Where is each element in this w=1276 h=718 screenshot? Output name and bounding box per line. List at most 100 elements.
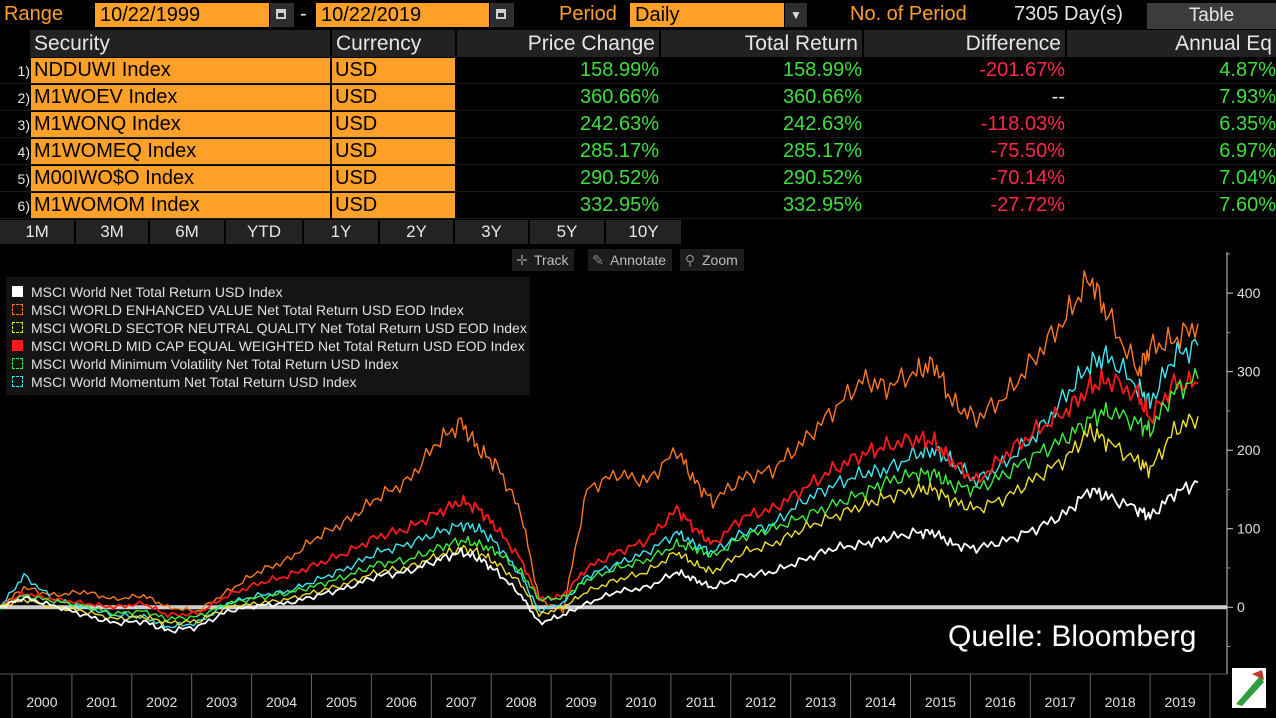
legend-label: MSCI World Momentum Net Total Return USD… [31, 374, 357, 390]
period-button-10y[interactable]: 10Y [606, 220, 681, 244]
difference-cell: -- [1051, 86, 1065, 108]
periods-count-label: No. of Period [850, 3, 967, 25]
x-tick-label: 2004 [266, 694, 297, 710]
table-button[interactable]: Table [1147, 3, 1276, 29]
legend-label: MSCI WORLD SECTOR NEUTRAL QUALITY Net To… [31, 320, 527, 336]
period-button-ytd[interactable]: YTD [226, 220, 302, 244]
currency-cell: USD [332, 112, 455, 137]
x-tick-label: 2016 [985, 694, 1016, 710]
column-header-currency[interactable]: Currency [332, 30, 455, 57]
period-button-2y[interactable]: 2Y [380, 220, 453, 244]
total-return-cell: 360.66% [783, 86, 862, 108]
end-date-input[interactable]: 10/22/2019 [316, 3, 489, 27]
column-header-security[interactable]: Security [30, 30, 330, 57]
x-tick-label: 2007 [446, 694, 477, 710]
annotate-label: Annotate [610, 252, 667, 268]
difference-cell: -27.72% [990, 194, 1066, 216]
total-return-cell: 285.17% [783, 140, 862, 162]
column-header-price-change[interactable]: Price Change [457, 30, 659, 57]
periods-count-value: 7305 Day(s) [1014, 3, 1123, 25]
price-change-cell: 158.99% [580, 59, 659, 81]
row-divider [0, 164, 1276, 165]
security-cell[interactable]: M00IWO$O Index [31, 166, 330, 191]
price-change-cell: 290.52% [580, 167, 659, 189]
magnifier-icon: ⚲ [684, 252, 696, 268]
start-calendar-icon[interactable] [270, 3, 294, 27]
zoom-tool[interactable]: ⚲ Zoom [680, 249, 744, 271]
legend-swatch [12, 358, 23, 369]
column-header-total-return[interactable]: Total Return [661, 30, 862, 57]
series-line [0, 480, 1199, 634]
price-change-cell: 332.95% [580, 194, 659, 216]
legend-label: MSCI WORLD ENHANCED VALUE Net Total Retu… [31, 302, 464, 318]
currency-cell: USD [332, 139, 455, 164]
x-tick-label: 2005 [326, 694, 357, 710]
x-tick-label: 2012 [745, 694, 776, 710]
row-number: 5) [17, 171, 30, 187]
period-select[interactable]: Daily [630, 3, 784, 27]
period-button-6m[interactable]: 6M [150, 220, 224, 244]
row-divider [0, 110, 1276, 111]
toolbar: Range 10/22/1999 - 10/22/2019 Period Dai… [0, 0, 1276, 29]
performance-chart: 0 100 200 300 400 2000 2001 2002 2003 2004 2005 200… [0, 252, 1276, 718]
total-return-cell: 242.63% [783, 113, 862, 135]
period-button-3y[interactable]: 3Y [455, 220, 528, 244]
securities-table: Security Currency Price Change Total Ret… [0, 30, 1276, 219]
x-tick-label: 2006 [386, 694, 417, 710]
period-button-3m[interactable]: 3M [76, 220, 148, 244]
x-tick-label: 2011 [686, 694, 716, 710]
x-axis-band [0, 674, 1276, 718]
price-change-cell: 242.63% [580, 113, 659, 135]
x-tick-label: 2002 [146, 694, 177, 710]
series-line [0, 413, 1199, 626]
row-divider [0, 191, 1276, 192]
total-return-cell: 158.99% [783, 59, 862, 81]
security-cell[interactable]: M1WOEV Index [31, 85, 330, 110]
security-cell[interactable]: M1WONQ Index [31, 112, 330, 137]
legend-swatch [12, 376, 23, 387]
y-tick-label: 0 [1237, 599, 1245, 615]
y-tick-label: 100 [1237, 521, 1261, 537]
security-cell[interactable]: M1WOMEQ Index [31, 139, 330, 164]
period-button-5y[interactable]: 5Y [530, 220, 604, 244]
security-cell[interactable]: M1WOMOM Index [31, 193, 330, 218]
series-line [0, 270, 1199, 614]
security-cell[interactable]: NDDUWI Index [31, 58, 330, 83]
x-tick-label: 2019 [1164, 694, 1195, 710]
total-return-cell: 290.52% [783, 167, 862, 189]
price-change-cell: 360.66% [580, 86, 659, 108]
currency-cell: USD [332, 166, 455, 191]
track-label: Track [534, 252, 569, 268]
x-tick-label: 2013 [805, 694, 836, 710]
legend-label: MSCI World Net Total Return USD Index [31, 284, 283, 300]
chevron-down-icon[interactable]: ▼ [785, 3, 807, 27]
column-header-difference[interactable]: Difference [864, 30, 1065, 57]
column-header-annual-eq[interactable]: Annual Eq [1067, 30, 1276, 57]
date-separator: - [300, 3, 307, 25]
price-change-cell: 285.17% [580, 140, 659, 162]
chart-legend: MSCI World Net Total Return USD Index MSC… [6, 277, 530, 395]
legend-swatch [12, 304, 23, 315]
zoom-label: Zoom [702, 252, 738, 268]
x-tick-label: 2008 [506, 694, 537, 710]
range-label: Range [4, 3, 63, 25]
x-tick-label: 2017 [1045, 694, 1076, 710]
currency-cell: USD [332, 58, 455, 83]
x-tick-label: 2001 [86, 694, 117, 710]
end-calendar-icon[interactable] [490, 3, 514, 27]
legend-swatch [12, 322, 23, 333]
track-tool[interactable]: ✛ Track [512, 249, 575, 271]
series-line [0, 368, 1199, 622]
row-number: 2) [17, 90, 30, 106]
series-line [0, 368, 1199, 618]
annotate-tool[interactable]: ✎ Annotate [588, 249, 673, 271]
start-date-input[interactable]: 10/22/1999 [95, 3, 269, 27]
row-number: 6) [17, 198, 30, 214]
crosshair-icon: ✛ [516, 252, 528, 268]
total-return-cell: 332.95% [783, 194, 862, 216]
period-button-1y[interactable]: 1Y [304, 220, 378, 244]
x-tick-label: 2015 [925, 694, 956, 710]
annual-eq-cell: 6.35% [1219, 113, 1276, 135]
period-button-1m[interactable]: 1M [0, 220, 74, 244]
row-divider [0, 83, 1276, 84]
